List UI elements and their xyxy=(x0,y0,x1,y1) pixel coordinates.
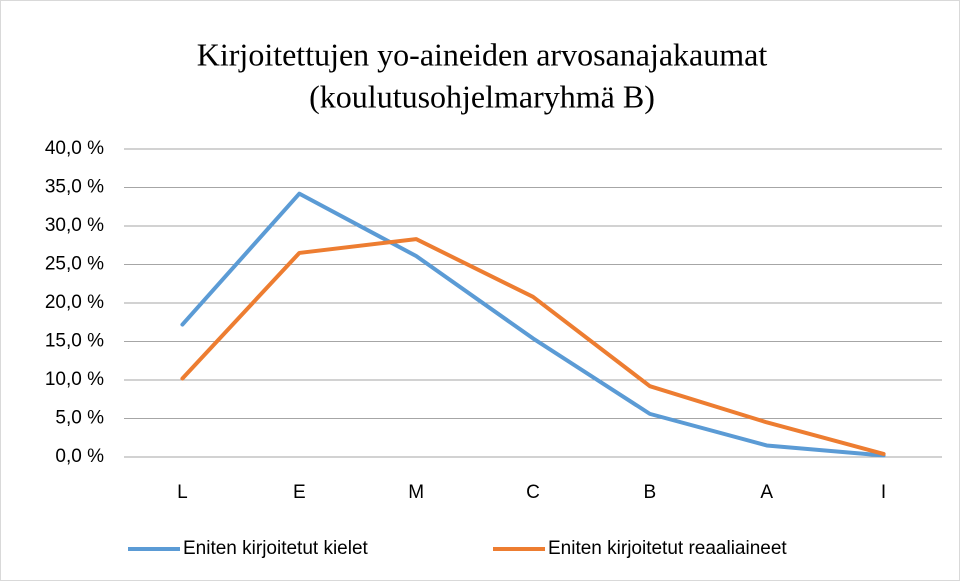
y-tick-label: 15,0 % xyxy=(45,331,104,352)
x-tick-label: E xyxy=(293,482,306,503)
y-tick-label: 40,0 % xyxy=(45,138,104,159)
y-tick-label: 35,0 % xyxy=(45,177,104,198)
x-tick-label: L xyxy=(177,482,188,503)
x-tick-label: I xyxy=(881,482,886,503)
chart-title: Kirjoitettujen yo-aineiden arvosanajakau… xyxy=(197,36,768,72)
x-tick-label: B xyxy=(644,482,657,503)
x-tick-label: M xyxy=(408,482,424,503)
y-tick-label: 20,0 % xyxy=(45,292,104,313)
series-line xyxy=(180,237,886,456)
chart-title: (koulutusohjelmaryhmä B) xyxy=(309,78,655,114)
x-tick-label: C xyxy=(526,482,540,503)
y-tick-label: 30,0 % xyxy=(45,215,104,236)
y-tick-label: 5,0 % xyxy=(55,408,104,429)
series-line xyxy=(180,191,886,458)
legend-label: Eniten kirjoitetut kielet xyxy=(183,538,369,559)
x-tick-label: A xyxy=(760,482,773,503)
y-tick-label: 0,0 % xyxy=(55,446,104,467)
y-tick-label: 10,0 % xyxy=(45,369,104,390)
y-tick-label: 25,0 % xyxy=(45,254,104,275)
legend-label: Eniten kirjoitetut reaaliaineet xyxy=(548,538,787,559)
